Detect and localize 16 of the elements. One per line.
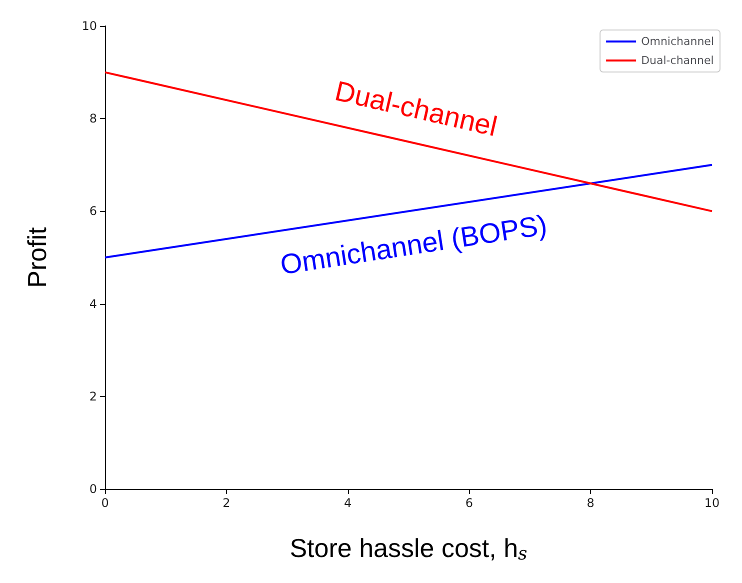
x-tick-label: 10 — [704, 496, 720, 510]
y-tick-label: 6 — [89, 204, 97, 218]
legend-label: Dual-channel — [641, 54, 714, 67]
x-tick-label: 4 — [344, 496, 352, 510]
legend-label: Omnichannel — [641, 35, 714, 48]
y-tick-label: 4 — [89, 296, 97, 311]
y-axis-title: Profit — [22, 226, 52, 288]
x-tick-label: 6 — [465, 496, 474, 510]
y-tick-label: 2 — [89, 389, 97, 404]
annotation: Omnichannel (BOPS) — [278, 209, 550, 280]
y-tick-label: 8 — [89, 112, 97, 126]
y-tick-label: 10 — [82, 19, 97, 33]
x-tick-label: 8 — [586, 496, 594, 510]
x-tick-label: 0 — [101, 496, 109, 510]
y-tick-label: 0 — [89, 482, 97, 496]
x-tick-label: 2 — [222, 496, 230, 510]
